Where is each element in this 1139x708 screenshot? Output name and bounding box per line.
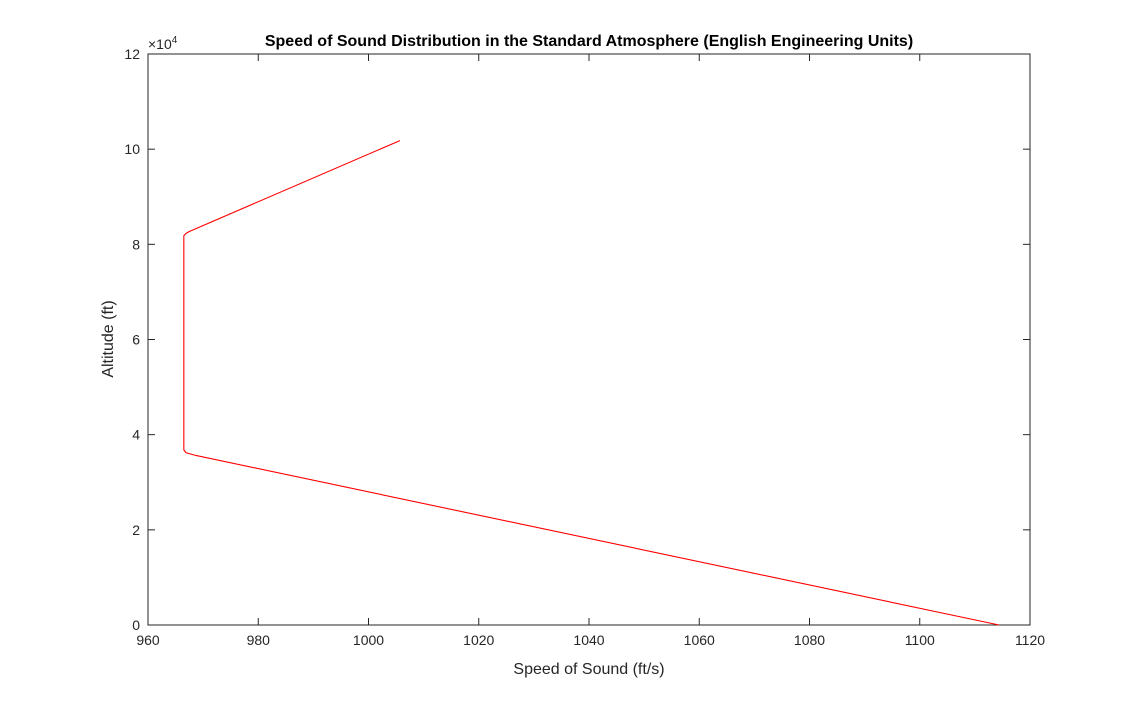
y-axis-exponent-power: 4 xyxy=(172,35,178,46)
series-line-speed-of-sound xyxy=(183,140,1000,626)
x-tick-label: 980 xyxy=(247,632,271,648)
x-axis-label: Speed of Sound (ft/s) xyxy=(513,661,664,678)
y-tick-label: 8 xyxy=(132,236,140,252)
x-tick-label: 1080 xyxy=(794,632,825,648)
y-tick-label: 12 xyxy=(124,46,140,62)
y-axis-exponent: ×104 xyxy=(148,35,178,52)
y-tick-label: 10 xyxy=(124,141,140,157)
x-tick-label: 1020 xyxy=(463,632,494,648)
x-tick-label: 1100 xyxy=(905,632,935,648)
x-tick-label: 1040 xyxy=(573,632,604,648)
plot-layer: 960 980 1000 1020 1040 1060 1080 1100 1120 0 2 4 6 8 1… xyxy=(124,35,1045,648)
plot-area-frame xyxy=(147,53,1031,626)
chart-title: Speed of Sound Distribution in the Stand… xyxy=(265,33,913,50)
y-tick-label: 4 xyxy=(132,427,140,443)
x-tick-label: 1060 xyxy=(684,632,715,648)
y-tick-label: 6 xyxy=(132,332,140,348)
y-axis-label: Altitude (ft) xyxy=(100,300,117,377)
y-axis-exponent-base: ×10 xyxy=(148,36,172,52)
y-tick-label: 0 xyxy=(132,617,140,633)
y-tick-label: 2 xyxy=(132,522,140,538)
x-tick-label: 1120 xyxy=(1015,632,1045,648)
x-tick-label: 960 xyxy=(136,632,160,648)
x-tick-label: 1000 xyxy=(353,632,384,648)
